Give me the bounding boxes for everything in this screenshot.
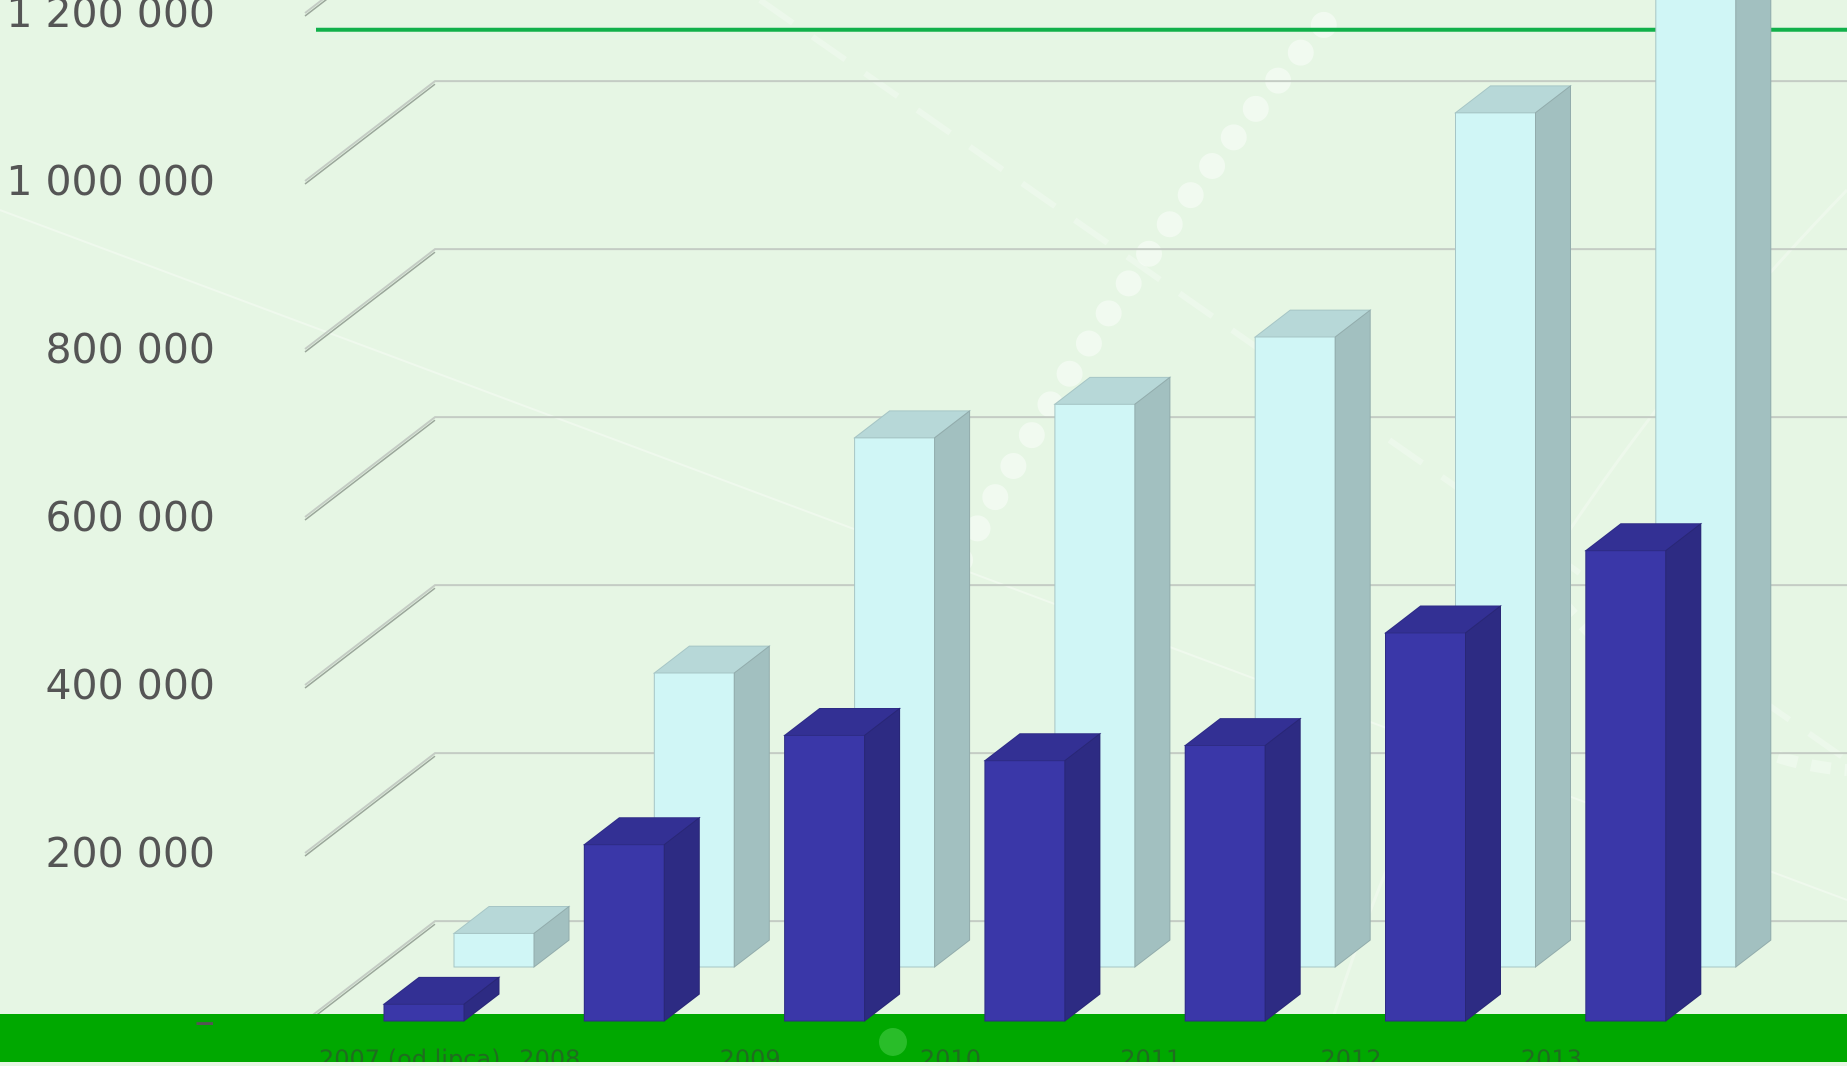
bar-front-face	[984, 760, 1066, 1022]
y-tick-label: 800 000	[45, 325, 215, 373]
bar-side-face	[1535, 84, 1571, 969]
bar-series-1-0	[452, 905, 571, 969]
y-tick-label: 1 000 000	[6, 157, 215, 205]
gridline-shadow	[304, 755, 436, 857]
bar-side-face	[733, 645, 770, 969]
bar-front-face	[784, 734, 866, 1022]
x-tick-label: 2007 (od lipca)	[319, 1045, 500, 1062]
bar-side-face	[934, 409, 971, 969]
bar-series-0-5	[1384, 605, 1502, 1023]
bar-side-face	[864, 707, 901, 1023]
x-tick-label: 2008	[519, 1045, 580, 1062]
gridline	[304, 0, 324, 14]
bar-front-face	[1184, 744, 1266, 1022]
bar-side-face	[533, 905, 570, 969]
y-axis: 1 200 000 1 000 000 800 000 600 000 400 000 2…	[6, 0, 215, 1045]
gridline-shadow	[304, 83, 436, 185]
x-tick-label: 2010	[920, 1045, 981, 1062]
bar-series-0-2	[783, 707, 902, 1023]
gridline	[304, 416, 1847, 518]
y-tick-label: –	[195, 997, 216, 1045]
gridline-shadow	[304, 0, 328, 17]
bar-series-0-3	[983, 732, 1102, 1023]
bar-front-face	[583, 844, 665, 1022]
floor-band	[0, 1014, 1847, 1062]
x-tick-label: 2012	[1321, 1045, 1382, 1062]
bar-front-face	[1585, 550, 1667, 1022]
bar-series-0-0	[382, 976, 501, 1023]
gridline-shadow	[304, 419, 436, 521]
bar-side-face	[1465, 605, 1501, 1023]
x-tick-label: 2013	[1521, 1045, 1582, 1062]
gridline	[304, 920, 1847, 1022]
gridline	[304, 584, 1847, 686]
grid	[304, 0, 1847, 1025]
bar-series-0-4	[1183, 717, 1302, 1023]
x-tick-label: 2009	[720, 1045, 781, 1062]
bar-series-0-1	[582, 816, 701, 1023]
bar-side-face	[1064, 732, 1101, 1023]
x-axis: 2007 (od lipca) 2008 2009 2010 2011 2012 2013	[319, 1045, 1582, 1066]
floor-glow	[879, 1028, 907, 1056]
x-tick-label: 2011	[1120, 1045, 1181, 1062]
chart-floor	[0, 1014, 1847, 1062]
bar-side-face	[663, 816, 700, 1023]
bar-series-0-6	[1584, 522, 1703, 1023]
bar-side-face	[1735, 0, 1772, 969]
bar-side-face	[463, 976, 500, 1023]
bar-side-face	[1134, 376, 1171, 969]
bar-front-face	[453, 932, 535, 968]
gridline-shadow	[304, 251, 436, 353]
y-tick-label: 1 200 000	[6, 0, 215, 37]
gridline-shadow	[304, 923, 436, 1025]
gridline	[304, 248, 1847, 350]
bar-front-face	[1385, 632, 1466, 1022]
bar-side-face	[1334, 309, 1371, 969]
bar-side-face	[1264, 717, 1301, 1023]
bar-front-face	[383, 1003, 465, 1022]
gridline	[304, 80, 1847, 182]
bar-side-face	[1665, 522, 1702, 1023]
y-tick-label: 600 000	[45, 493, 215, 541]
y-tick-label: 400 000	[45, 661, 215, 709]
y-tick-label: 200 000	[45, 829, 215, 877]
front-series-bars	[382, 522, 1703, 1023]
gridline	[304, 752, 1847, 854]
gridline-shadow	[304, 587, 436, 689]
